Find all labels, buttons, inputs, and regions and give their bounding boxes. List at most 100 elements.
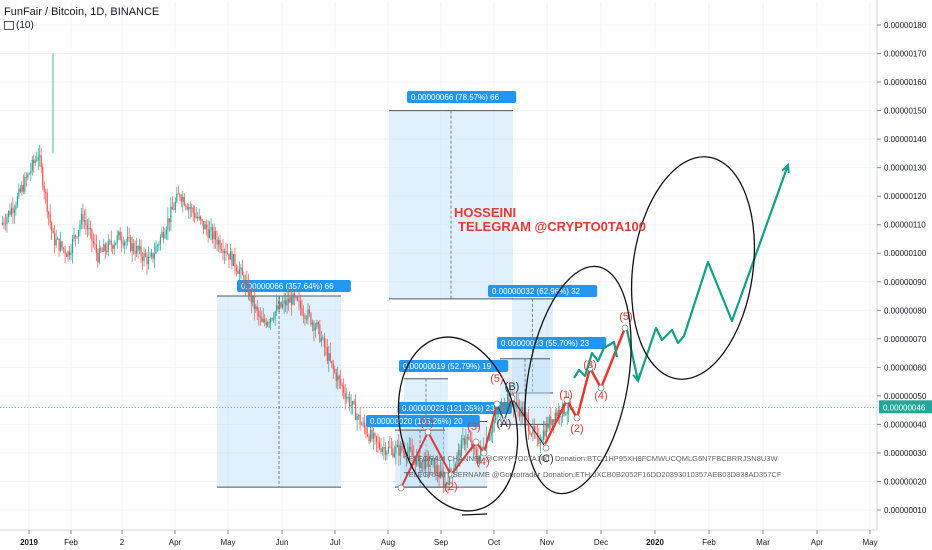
candle-body [183, 197, 185, 206]
time-tick-label: Oct [488, 538, 501, 547]
price-tick-label: 0.00000050 [884, 392, 927, 401]
candle-body [386, 451, 388, 455]
candle-body [1, 222, 4, 225]
candle-body [70, 252, 72, 256]
candle-body [392, 448, 394, 457]
candle-body [220, 248, 223, 251]
candle-body [349, 396, 351, 407]
candle-body [439, 470, 442, 478]
wave-pivot [447, 471, 455, 479]
candle-body [560, 416, 562, 418]
candle-body [410, 446, 412, 450]
price-axis-bg [877, 0, 932, 550]
candle-body [258, 310, 260, 317]
measure-label-bg [497, 337, 607, 349]
candle-body [226, 253, 229, 255]
candle-body [12, 207, 14, 213]
candle-body [447, 482, 449, 485]
time-tick-label: Aug [381, 538, 395, 547]
candle-body [188, 207, 190, 210]
candle-body [206, 224, 208, 230]
candle-body [277, 305, 279, 310]
time-axis-bg [0, 530, 877, 550]
candle-body [79, 224, 81, 231]
candle-body [210, 227, 212, 230]
candle-body [253, 296, 255, 310]
ellipse-wave-3 [630, 156, 756, 380]
candle-body [553, 419, 555, 422]
candle-body [289, 297, 291, 303]
candle-body [365, 427, 367, 435]
candle-body [518, 408, 521, 417]
candle-body [463, 438, 465, 445]
measure-label: 0.00000032 (62.96%) 32 [492, 287, 581, 296]
candle-body [387, 446, 389, 452]
price-tick-label: 0.00000150 [884, 107, 927, 116]
candle-body [250, 291, 252, 303]
candle-body [426, 456, 428, 458]
candle-body [319, 324, 321, 342]
candle-body [408, 446, 410, 452]
candle-body [238, 269, 240, 274]
candle-body [252, 296, 254, 303]
candle-body [240, 267, 242, 270]
wave-pivot [480, 449, 488, 457]
candle-body [158, 243, 160, 246]
candle-body [480, 447, 482, 456]
candle-body [214, 231, 217, 240]
time-tick-label: 2019 [20, 538, 38, 547]
candle-body [286, 298, 288, 306]
candle-body [353, 401, 355, 404]
annotation-telegram: TELEGRAM @CRYPTO0TA100 [458, 219, 646, 234]
candle-body [213, 231, 215, 240]
candle-body [352, 401, 354, 405]
wave-label: (C) [538, 453, 553, 465]
candle-body [368, 435, 370, 442]
candle-body [360, 424, 363, 426]
price-tick-label: 0.00000080 [884, 306, 927, 315]
candle-body [332, 363, 334, 370]
candle-body [450, 468, 452, 472]
candle-body [147, 256, 150, 265]
candle-body [95, 244, 97, 253]
candle-body [284, 300, 287, 306]
wave-pivot [472, 438, 480, 446]
wave-pivot [542, 444, 550, 452]
candle-body [544, 430, 546, 437]
annotation-name: HOSSEINI [454, 205, 516, 220]
candle-body [490, 432, 492, 436]
candle-body [377, 441, 379, 443]
measure-label: 0.00000066 (78.57%) 66 [411, 93, 500, 102]
candle-body [209, 229, 211, 238]
candle-body [261, 317, 263, 322]
candle-body [112, 245, 114, 249]
time-tick-label: Dec [594, 538, 608, 547]
candle-body [441, 470, 443, 476]
candle-body [381, 448, 384, 452]
candle-body [19, 188, 21, 192]
candle-body [94, 243, 96, 245]
candle-body [198, 216, 200, 219]
candle-body [423, 459, 425, 470]
price-tick-label: 0.00000110 [884, 221, 926, 230]
candle-body [222, 250, 224, 254]
candle-body [438, 473, 440, 478]
candle-body [413, 455, 415, 458]
candle-body [465, 439, 467, 445]
candle-body [340, 378, 342, 385]
candle-body [390, 447, 392, 449]
candle-body [137, 246, 139, 251]
candle-body [445, 482, 448, 484]
candle-body [159, 236, 162, 244]
candle-body [399, 445, 401, 456]
candle-body [192, 207, 194, 213]
wave-label: (A) [497, 418, 512, 430]
candle-body [4, 223, 7, 225]
wave-label: (4) [476, 456, 489, 468]
candle-body [344, 393, 346, 399]
candle-body [76, 236, 78, 238]
candle-body [146, 256, 148, 265]
candle-body [207, 229, 209, 238]
indicator-legend[interactable]: (10) [4, 20, 34, 31]
